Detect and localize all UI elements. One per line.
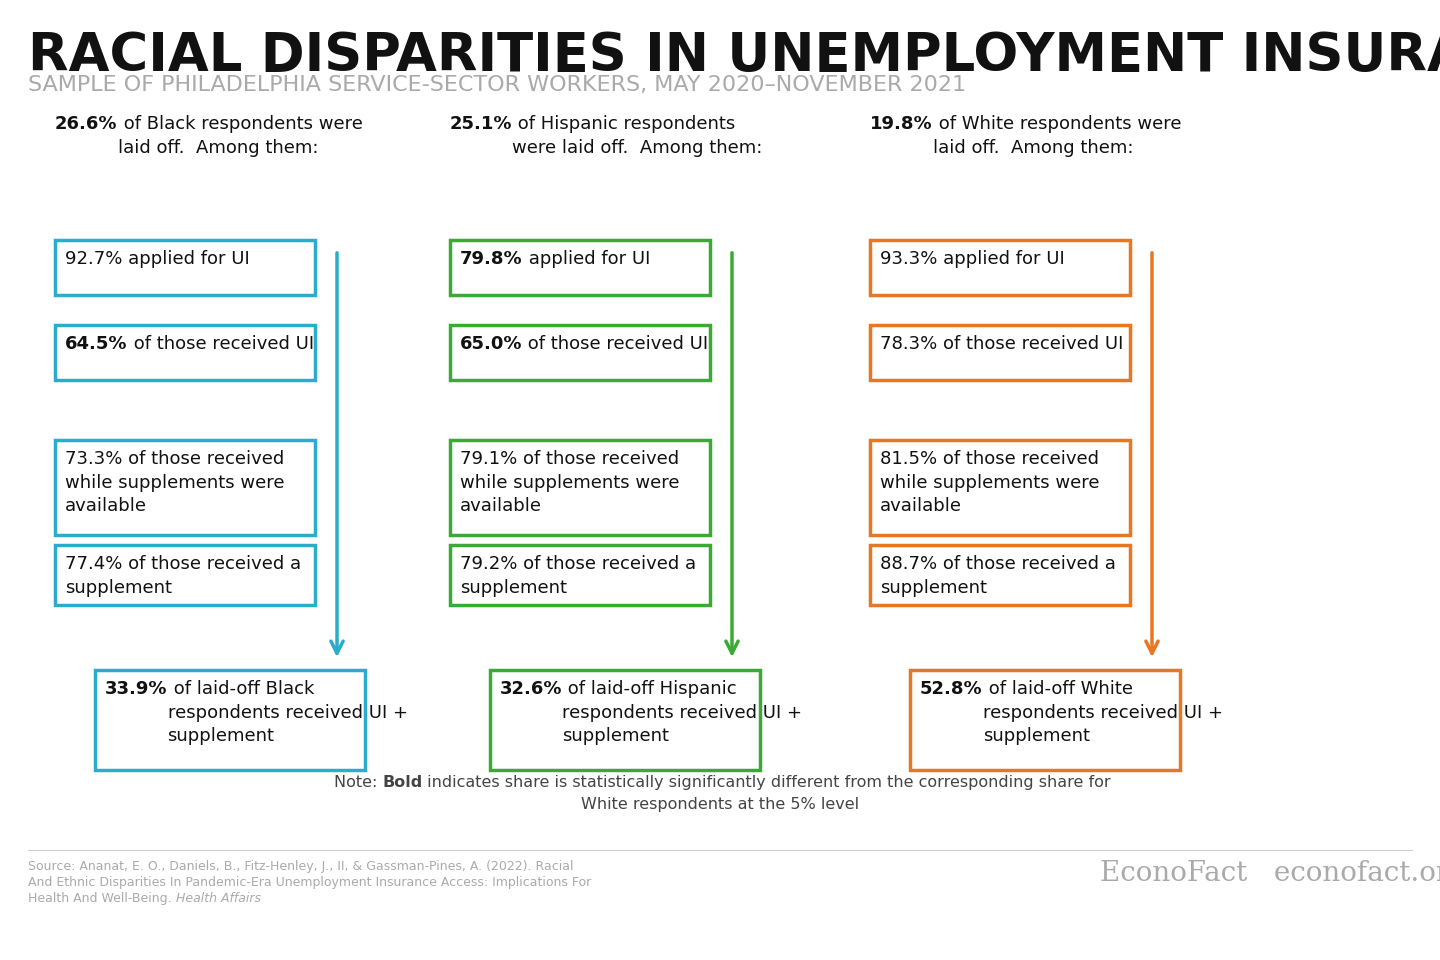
- Text: And Ethnic Disparities In Pandemic-Era Unemployment Insurance Access: Implicatio: And Ethnic Disparities In Pandemic-Era U…: [27, 876, 592, 889]
- Bar: [95, 670, 364, 770]
- Text: 64.5%: 64.5%: [65, 335, 128, 353]
- Bar: [870, 440, 1130, 535]
- Text: 32.6%: 32.6%: [500, 680, 563, 698]
- Text: 79.2% of those received a
supplement: 79.2% of those received a supplement: [459, 555, 696, 596]
- Bar: [870, 240, 1130, 295]
- Text: of laid-off Black
respondents received UI +
supplement: of laid-off Black respondents received U…: [167, 680, 408, 745]
- Text: 93.3% applied for UI: 93.3% applied for UI: [880, 250, 1064, 268]
- Text: 79.1% of those received
while supplements were
available: 79.1% of those received while supplement…: [459, 450, 680, 516]
- Bar: [449, 240, 710, 295]
- Text: SAMPLE OF PHILADELPHIA SERVICE-SECTOR WORKERS, MAY 2020–NOVEMBER 2021: SAMPLE OF PHILADELPHIA SERVICE-SECTOR WO…: [27, 75, 966, 95]
- Text: 33.9%: 33.9%: [105, 680, 167, 698]
- Text: Source: Ananat, E. O., Daniels, B., Fitz-Henley, J., II, & Gassman-Pines, A. (20: Source: Ananat, E. O., Daniels, B., Fitz…: [27, 860, 573, 873]
- Text: applied for UI: applied for UI: [523, 250, 649, 268]
- Bar: [490, 670, 760, 770]
- Bar: [55, 545, 315, 605]
- Text: 77.4% of those received a
supplement: 77.4% of those received a supplement: [65, 555, 301, 596]
- Text: 92.7% applied for UI: 92.7% applied for UI: [65, 250, 249, 268]
- Text: of Hispanic respondents
were laid off.  Among them:: of Hispanic respondents were laid off. A…: [513, 115, 763, 156]
- Bar: [870, 545, 1130, 605]
- Text: Bold: Bold: [382, 775, 422, 790]
- Bar: [55, 325, 315, 380]
- Text: 25.1%: 25.1%: [449, 115, 513, 133]
- Text: 52.8%: 52.8%: [920, 680, 982, 698]
- Text: of Black respondents were
laid off.  Among them:: of Black respondents were laid off. Amon…: [118, 115, 363, 156]
- Bar: [449, 325, 710, 380]
- Text: 88.7% of those received a
supplement: 88.7% of those received a supplement: [880, 555, 1116, 596]
- Text: 19.8%: 19.8%: [870, 115, 933, 133]
- Text: 65.0%: 65.0%: [459, 335, 523, 353]
- Bar: [449, 440, 710, 535]
- Text: 78.3% of those received UI: 78.3% of those received UI: [880, 335, 1123, 353]
- Text: 26.6%: 26.6%: [55, 115, 118, 133]
- Bar: [55, 440, 315, 535]
- Text: of laid-off Hispanic
respondents received UI +
supplement: of laid-off Hispanic respondents receive…: [563, 680, 802, 745]
- Text: of those received UI: of those received UI: [128, 335, 314, 353]
- Text: indicates share is statistically significantly different from the corresponding : indicates share is statistically signifi…: [422, 775, 1112, 790]
- Bar: [449, 545, 710, 605]
- Bar: [870, 325, 1130, 380]
- Text: of those received UI: of those received UI: [523, 335, 708, 353]
- Text: 79.8%: 79.8%: [459, 250, 523, 268]
- Text: RACIAL DISPARITIES IN UNEMPLOYMENT INSURANCE: RACIAL DISPARITIES IN UNEMPLOYMENT INSUR…: [27, 30, 1440, 82]
- Text: Health And Well-Being.: Health And Well-Being.: [27, 892, 176, 905]
- Text: 73.3% of those received
while supplements were
available: 73.3% of those received while supplement…: [65, 450, 285, 516]
- Bar: [910, 670, 1179, 770]
- Text: 81.5% of those received
while supplements were
available: 81.5% of those received while supplement…: [880, 450, 1100, 516]
- Text: Note:: Note:: [334, 775, 382, 790]
- Text: of laid-off White
respondents received UI +
supplement: of laid-off White respondents received U…: [982, 680, 1223, 745]
- Text: Health Affairs: Health Affairs: [176, 892, 261, 905]
- Bar: [55, 240, 315, 295]
- Text: of White respondents were
laid off.  Among them:: of White respondents were laid off. Amon…: [933, 115, 1181, 156]
- Text: White respondents at the 5% level: White respondents at the 5% level: [580, 797, 860, 812]
- Text: EconoFact   econofact.org: EconoFact econofact.org: [1100, 860, 1440, 887]
